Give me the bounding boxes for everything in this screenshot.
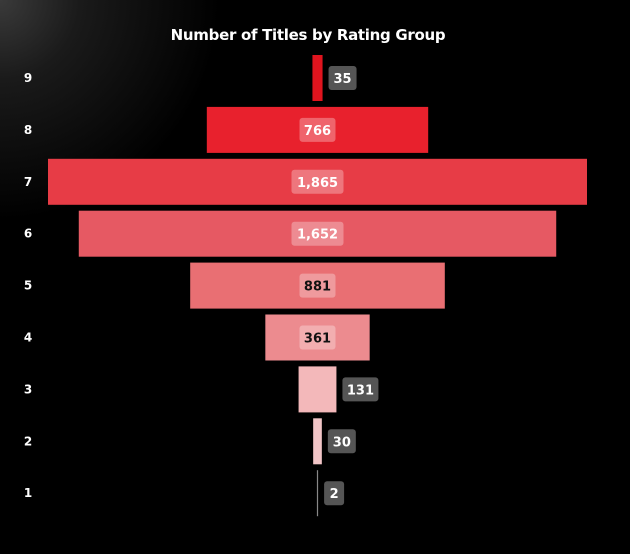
funnel-bar-5 <box>190 262 445 309</box>
funnel-bar-6 <box>78 210 557 257</box>
category-label-7: 7 <box>24 175 32 189</box>
data-label-8: 766 <box>304 124 331 139</box>
category-label-1: 1 <box>24 486 32 500</box>
funnel-bar-9 <box>312 55 323 101</box>
funnel-bar-1 <box>316 470 319 517</box>
category-label-3: 3 <box>24 382 32 396</box>
data-label-box-3 <box>342 377 379 402</box>
category-label-4: 4 <box>24 331 32 345</box>
funnel-bar-2 <box>313 418 322 465</box>
data-label-3: 131 <box>347 383 374 398</box>
funnel-bar-7 <box>48 158 587 205</box>
data-label-box-4 <box>299 325 336 350</box>
category-label-6: 6 <box>24 227 32 241</box>
chart-title: Number of Titles by Rating Group <box>170 26 446 44</box>
category-label-5: 5 <box>24 279 32 293</box>
data-label-box-2 <box>327 429 356 454</box>
data-label-box-1 <box>324 481 345 506</box>
data-label-9: 35 <box>334 72 352 87</box>
data-label-4: 361 <box>304 332 331 347</box>
data-label-box-5 <box>299 273 336 298</box>
data-label-box-9 <box>328 66 357 90</box>
funnel-bar-4 <box>265 314 370 361</box>
data-label-5: 881 <box>304 280 331 295</box>
funnel-bar-3 <box>298 366 337 413</box>
data-label-1: 2 <box>330 487 339 502</box>
category-label-2: 2 <box>24 434 32 448</box>
data-label-2: 30 <box>333 435 351 450</box>
funnel-bar-8 <box>206 106 429 153</box>
data-label-box-6 <box>291 221 344 246</box>
data-label-7: 1,865 <box>297 176 338 191</box>
data-label-6: 1,652 <box>297 228 338 243</box>
category-label-9: 9 <box>24 71 32 85</box>
category-label-8: 8 <box>24 123 32 137</box>
data-label-box-7 <box>291 169 344 194</box>
data-label-box-8 <box>299 117 336 142</box>
